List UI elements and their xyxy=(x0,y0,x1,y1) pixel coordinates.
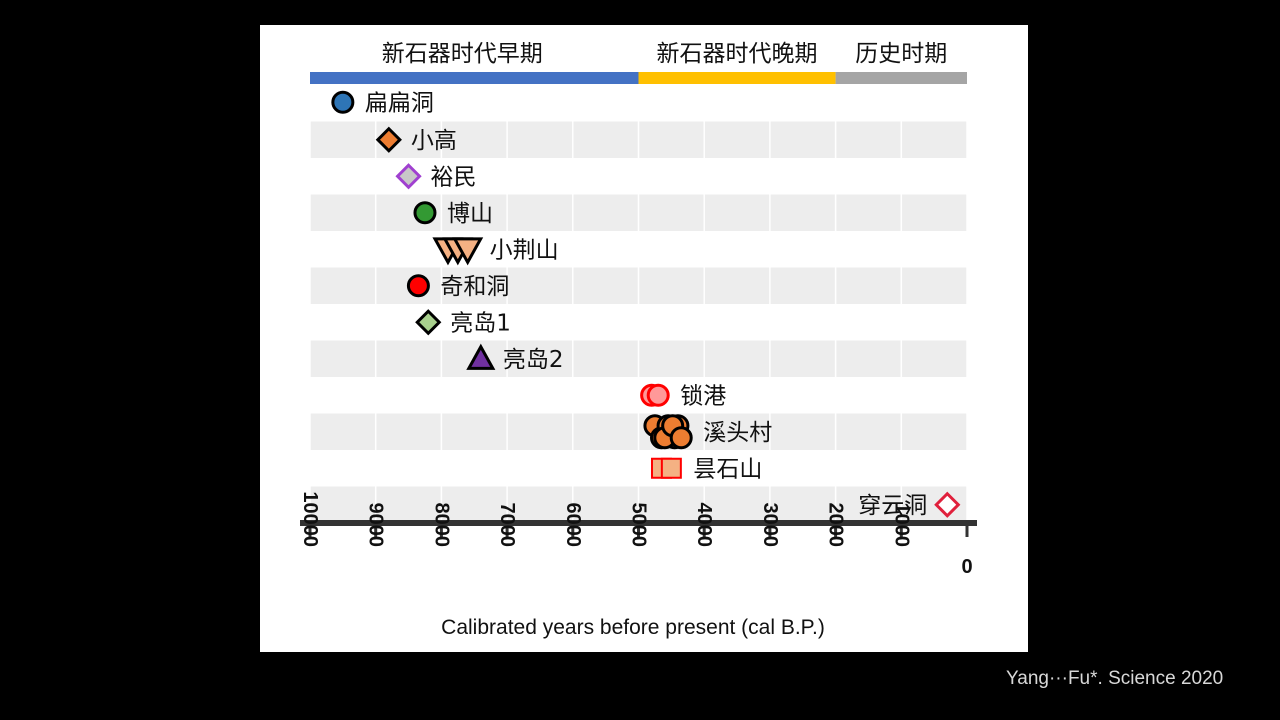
period-bar xyxy=(638,72,836,84)
site-label: 亮岛2 xyxy=(503,347,564,373)
data-point xyxy=(406,274,430,298)
x-tick-label: 0 xyxy=(961,556,972,578)
site-label: 小荆山 xyxy=(490,237,559,263)
data-point xyxy=(669,426,693,450)
x-tick-label: 9000 xyxy=(365,503,387,548)
data-point xyxy=(660,457,682,479)
site-label: 奇和洞 xyxy=(440,274,509,300)
data-point xyxy=(415,309,442,336)
data-point xyxy=(413,201,437,225)
x-tick-label: 1000 xyxy=(890,503,912,548)
site-label: 穿云洞 xyxy=(858,493,927,519)
x-tick-label: 4000 xyxy=(693,503,715,548)
site-label: 裕民 xyxy=(431,164,477,190)
data-point xyxy=(375,126,402,153)
site-label: 溪头村 xyxy=(703,420,772,446)
period-bar xyxy=(835,72,967,84)
x-tick-label: 3000 xyxy=(759,502,781,547)
x-tick-label: 8000 xyxy=(430,503,452,548)
period-label: 新石器时代早期 xyxy=(382,41,543,67)
period-bar xyxy=(310,72,639,84)
x-tick-label: 2000 xyxy=(825,503,847,548)
x-axis-title: Calibrated years before present (cal B.P… xyxy=(441,616,825,639)
data-point xyxy=(646,383,670,407)
data-point xyxy=(466,343,496,370)
x-tick-label: 10000 xyxy=(299,491,321,547)
period-label: 历史时期 xyxy=(855,41,947,67)
x-tick-label: 6000 xyxy=(562,503,584,548)
x-tick-label: 7000 xyxy=(496,503,518,548)
x-tick-label: 5000 xyxy=(628,503,650,548)
site-label: 亮岛1 xyxy=(450,310,511,336)
site-label: 扁扁洞 xyxy=(365,90,434,116)
site-label: 昙石山 xyxy=(693,456,762,482)
data-point xyxy=(331,90,355,114)
data-point xyxy=(395,163,422,190)
period-label: 新石器时代晚期 xyxy=(657,41,818,67)
data-point xyxy=(934,491,961,518)
site-label: 小高 xyxy=(411,128,457,154)
citation-text: Yang···Fu*. Science 2020 xyxy=(1006,668,1224,689)
site-label: 锁港 xyxy=(680,383,726,409)
chart-panel: 新石器时代早期 新石器时代晚期 历史时期扁扁洞小高裕民博山小荆山奇和洞亮岛1 亮岛2 锁… xyxy=(260,25,1028,652)
site-label: 博山 xyxy=(447,201,493,227)
data-point xyxy=(452,237,484,266)
